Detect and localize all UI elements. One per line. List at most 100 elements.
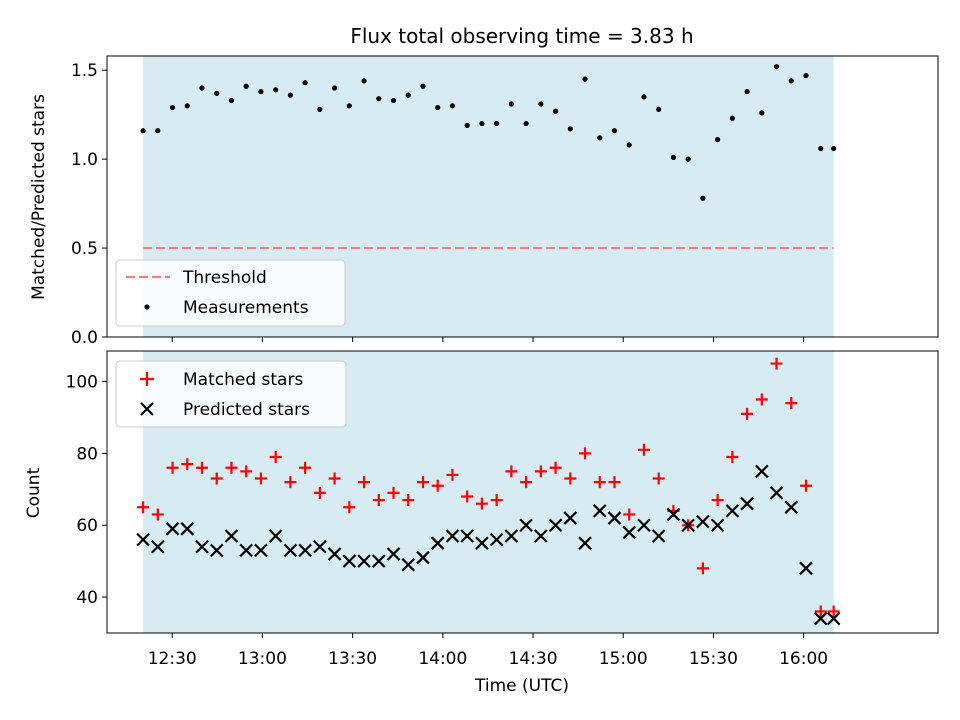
matched-star-point <box>520 476 533 489</box>
matched-star-point <box>770 357 783 370</box>
legend-measurements-swatch <box>144 304 150 310</box>
matched-star-point <box>726 450 739 463</box>
measurement-point <box>567 126 573 132</box>
y-tick-label: 0.5 <box>71 239 98 259</box>
predicted-star-point <box>386 547 401 561</box>
measurement-point <box>479 120 485 127</box>
predicted-stars-series <box>136 464 841 626</box>
matched-star-point <box>800 479 813 492</box>
predicted-star-point <box>826 611 841 626</box>
bottom-legend: Matched stars Predicted stars <box>115 360 347 428</box>
matched-star-point <box>711 494 724 507</box>
predicted-star-point <box>136 532 150 547</box>
predicted-star-point <box>475 536 489 550</box>
matched-star-point <box>416 476 429 489</box>
x-tick-label: 16:00 <box>779 649 828 669</box>
predicted-star-point <box>651 529 666 543</box>
x-tick-label: 14:00 <box>418 649 467 669</box>
measurement-point <box>744 88 750 95</box>
legend-predicted-label: Predicted stars <box>183 400 310 420</box>
predicted-star-point <box>592 504 607 518</box>
top-y-axis-label: Matched/Predicted stars <box>29 94 49 300</box>
measurement-point <box>361 78 367 84</box>
measurement-point <box>523 120 529 127</box>
top-panel: 0.0 0.5 1.0 1.5 Matched/Predicted stars Thr… <box>29 55 939 348</box>
legend-measurements-label: Measurements <box>183 298 309 318</box>
measurement-point <box>405 92 411 98</box>
predicted-star-point <box>209 543 224 558</box>
predicted-star-point <box>725 504 740 518</box>
predicted-star-point <box>681 518 695 533</box>
measurement-point <box>331 85 338 91</box>
top-y-ticks: 0.0 0.5 1.0 1.5 <box>71 61 107 348</box>
matched-star-point <box>196 461 209 474</box>
predicted-star-point <box>710 518 725 533</box>
legend-predicted-swatch <box>140 402 154 416</box>
bottom-x-ticks: 12:30 13:00 13:30 14:00 14:30 15:00 15:30 16:00 <box>148 633 828 669</box>
chart-title: Flux total observing time = 3.83 h <box>350 24 693 48</box>
predicted-star-point <box>372 554 386 568</box>
predicted-star-point <box>637 518 651 533</box>
predicted-star-point <box>696 514 710 529</box>
matched-star-point <box>446 468 459 481</box>
x-tick-label: 13:30 <box>328 649 377 669</box>
predicted-star-point <box>239 543 253 558</box>
predicted-star-point <box>224 529 239 543</box>
measurement-point <box>582 76 588 82</box>
predicted-star-point <box>327 547 342 561</box>
matched-star-point <box>593 476 606 489</box>
predicted-star-point <box>607 511 622 525</box>
predicted-star-point <box>769 486 784 500</box>
y-tick-label: 0.0 <box>71 328 98 348</box>
matched-star-point <box>181 458 194 471</box>
predicted-star-point <box>813 611 828 626</box>
predicted-star-point <box>430 536 445 550</box>
matched-star-point <box>240 465 253 478</box>
measurement-point <box>611 128 618 134</box>
matched-star-point <box>284 476 297 489</box>
legend-matched-swatch <box>140 372 154 386</box>
matched-star-point <box>785 397 798 410</box>
measurement-point <box>685 156 691 162</box>
x-axis-label: Time (UTC) <box>474 676 569 696</box>
matched-star-point <box>137 501 150 514</box>
measurement-point <box>420 83 426 89</box>
y-tick-label: 100 <box>66 373 98 393</box>
matched-star-point <box>827 605 840 618</box>
measurement-point <box>435 104 441 111</box>
predicted-star-point <box>504 529 519 543</box>
matched-star-point <box>652 472 665 485</box>
predicted-star-point <box>298 543 312 558</box>
predicted-star-point <box>563 511 578 525</box>
measurement-point <box>390 97 397 104</box>
matched-star-point <box>313 486 326 499</box>
measurement-point <box>494 120 500 127</box>
matched-star-point <box>534 465 547 478</box>
top-panel-frame <box>106 55 939 338</box>
measurement-point <box>715 136 721 143</box>
top-legend-box <box>115 259 346 327</box>
matched-star-point <box>755 393 768 406</box>
predicted-star-point <box>180 522 195 536</box>
predicted-star-point <box>519 518 533 533</box>
predicted-star-point <box>622 525 637 540</box>
x-tick-label: 13:00 <box>238 649 287 669</box>
matched-star-point <box>269 450 282 463</box>
matched-star-point <box>814 605 827 618</box>
predicted-star-point <box>283 543 298 558</box>
measurement-point <box>641 94 647 100</box>
matched-star-point <box>475 497 488 510</box>
predicted-star-point <box>784 500 799 515</box>
predicted-star-point <box>740 496 754 511</box>
matched-star-point <box>637 443 650 456</box>
matched-star-point <box>564 472 577 485</box>
predicted-star-point <box>416 550 430 565</box>
measurement-point <box>729 115 735 121</box>
matched-star-point <box>608 476 621 489</box>
x-tick-label: 15:30 <box>689 649 738 669</box>
predicted-star-point <box>548 518 563 533</box>
measurement-point <box>140 128 146 134</box>
measurement-point <box>317 106 323 112</box>
matched-star-point <box>299 461 312 474</box>
